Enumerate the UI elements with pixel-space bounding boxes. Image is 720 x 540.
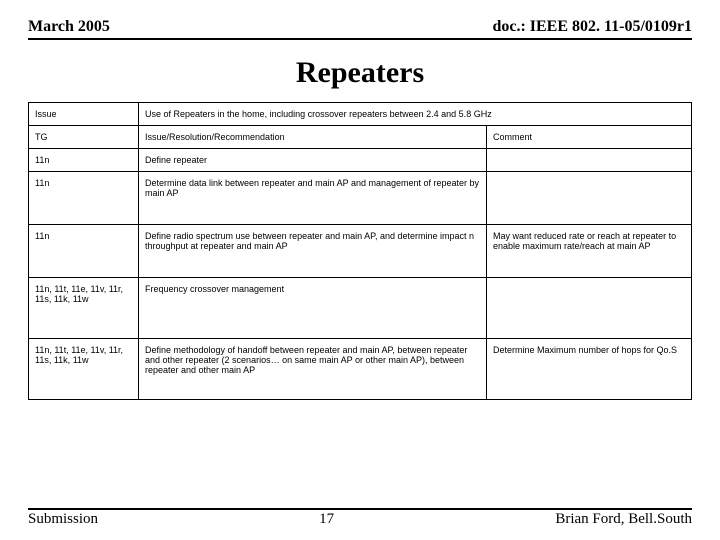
col-header-comment: Comment <box>486 126 691 149</box>
cell-comment <box>486 149 691 172</box>
table-row: 11n Define repeater <box>29 149 692 172</box>
header-doc-id: doc.: IEEE 802. 11-05/0109r1 <box>492 18 692 36</box>
cell-comment: Determine Maximum number of hops for Qo.… <box>486 339 691 400</box>
cell-issue: Define methodology of handoff between re… <box>139 339 487 400</box>
header-bar: March 2005 doc.: IEEE 802. 11-05/0109r1 <box>28 18 692 40</box>
issue-label: Issue <box>29 103 139 126</box>
cell-issue: Define repeater <box>139 149 487 172</box>
repeaters-table: Issue Use of Repeaters in the home, incl… <box>28 102 692 400</box>
footer: Submission 17 Brian Ford, Bell.South <box>28 478 692 528</box>
cell-comment: May want reduced rate or reach at repeat… <box>486 225 691 278</box>
cell-tg: 11n <box>29 225 139 278</box>
table-row: 11n, 11t, 11e, 11v, 11r, 11s, 11k, 11w D… <box>29 339 692 400</box>
page-title: Repeaters <box>28 56 692 90</box>
cell-issue: Frequency crossover management <box>139 278 487 339</box>
cell-issue: Determine data link between repeater and… <box>139 172 487 225</box>
cell-comment <box>486 172 691 225</box>
cell-tg: 11n, 11t, 11e, 11v, 11r, 11s, 11k, 11w <box>29 278 139 339</box>
cell-comment <box>486 278 691 339</box>
table-row: 11n Define radio spectrum use between re… <box>29 225 692 278</box>
cell-tg: 11n <box>29 149 139 172</box>
col-header-tg: TG <box>29 126 139 149</box>
cell-issue: Define radio spectrum use between repeat… <box>139 225 487 278</box>
table-header-row: TG Issue/Resolution/Recommendation Comme… <box>29 126 692 149</box>
issue-description: Use of Repeaters in the home, including … <box>139 103 692 126</box>
cell-tg: 11n, 11t, 11e, 11v, 11r, 11s, 11k, 11w <box>29 339 139 400</box>
footer-page-number: 17 <box>319 511 334 528</box>
table-issue-row: Issue Use of Repeaters in the home, incl… <box>29 103 692 126</box>
col-header-issue: Issue/Resolution/Recommendation <box>139 126 487 149</box>
table-row: 11n Determine data link between repeater… <box>29 172 692 225</box>
header-date: March 2005 <box>28 18 110 36</box>
footer-author: Brian Ford, Bell.South <box>555 511 692 528</box>
footer-left: Submission <box>28 511 98 528</box>
table-row: 11n, 11t, 11e, 11v, 11r, 11s, 11k, 11w F… <box>29 278 692 339</box>
cell-tg: 11n <box>29 172 139 225</box>
